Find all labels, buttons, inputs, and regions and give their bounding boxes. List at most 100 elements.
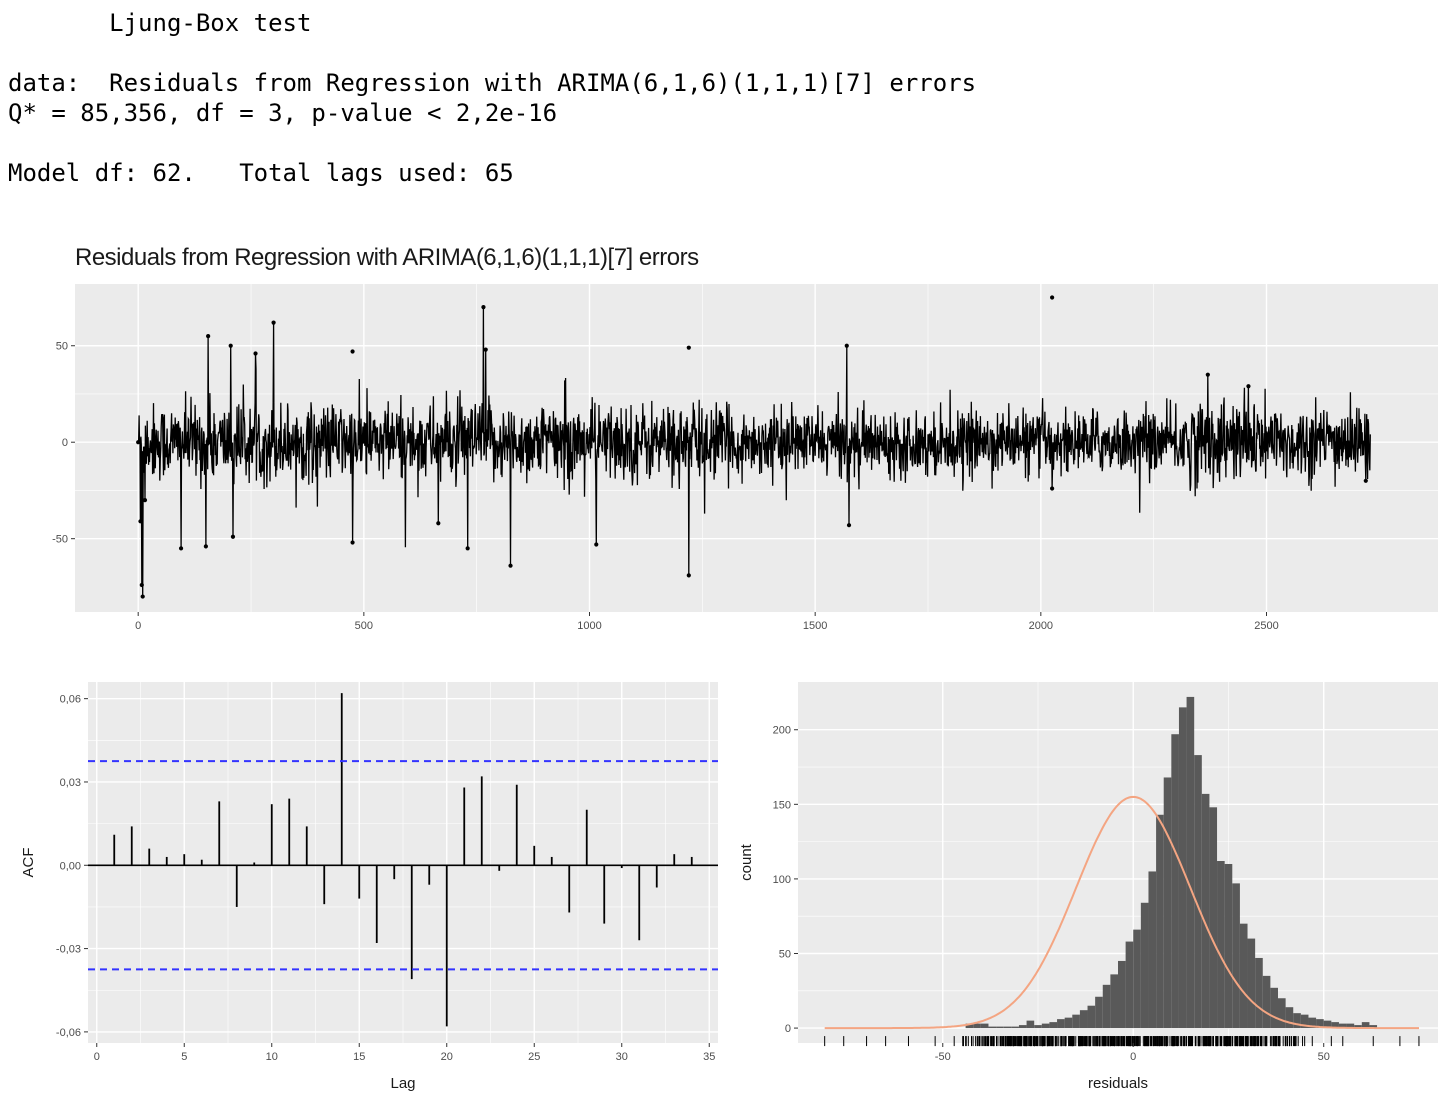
histogram-bar (1087, 1005, 1096, 1029)
x-tick-label: 10 (266, 1051, 278, 1063)
histogram-bar (1255, 957, 1263, 1029)
histogram-bar (1209, 807, 1218, 1029)
residual-point (1363, 478, 1368, 483)
residual-point (136, 440, 141, 445)
x-tick-label: 2500 (1254, 620, 1278, 632)
histogram-bar (1133, 929, 1141, 1029)
x-tick-label: 15 (353, 1051, 365, 1063)
histogram-bar (1270, 987, 1278, 1029)
residuals-plot-title: Residuals from Regression with ARIMA(6,1… (75, 244, 699, 271)
residual-point (228, 343, 233, 348)
histogram-bar (1057, 1019, 1065, 1029)
residuals-series-line (137, 307, 1371, 597)
y-tick-label: 0,06 (60, 694, 81, 706)
histogram-bar (1140, 902, 1149, 1029)
histogram-bar (1110, 974, 1118, 1029)
histogram-bar (1049, 1022, 1058, 1029)
x-tick-label: 0 (135, 620, 141, 632)
histogram-bar (1186, 696, 1195, 1029)
histogram-bar (1072, 1014, 1080, 1029)
residual-point (140, 594, 145, 599)
residual-point (203, 544, 208, 549)
histogram-bar (1232, 883, 1240, 1029)
residual-point (1205, 372, 1210, 377)
residual-point (686, 345, 691, 350)
histogram-bar (973, 1023, 981, 1029)
y-tick-label: 0,03 (60, 777, 81, 789)
histogram-x-axis-title: residuals (1088, 1075, 1148, 1092)
residual-point (686, 573, 691, 578)
y-tick-label: 50 (779, 948, 791, 960)
histogram-bar (1026, 1020, 1035, 1029)
residual-point (253, 351, 258, 356)
histogram-bar (988, 1026, 997, 1029)
y-tick-label: 150 (773, 799, 791, 811)
histogram-bar (1156, 814, 1164, 1029)
residual-point (1246, 384, 1251, 389)
residual-point (271, 320, 276, 325)
residual-point (206, 333, 211, 339)
residual-point (594, 542, 599, 547)
y-tick-label: -0,06 (56, 1027, 81, 1039)
residual-point (436, 521, 441, 526)
histogram-bar (1102, 984, 1111, 1029)
residual-point (483, 347, 488, 352)
histogram-bar (1239, 923, 1248, 1029)
histogram-bar (1148, 871, 1157, 1029)
histogram-bar (1316, 1019, 1324, 1029)
histogram-bar (1247, 938, 1256, 1029)
histogram-bar (1125, 941, 1134, 1029)
histogram-bar (965, 1023, 974, 1029)
y-tick-label: 100 (773, 874, 791, 886)
histogram-bar (1224, 863, 1233, 1029)
histogram-bar (980, 1023, 989, 1029)
histogram-bar (1278, 998, 1286, 1029)
console-line: data: Residuals from Regression with ARI… (8, 69, 977, 97)
x-tick-label: 500 (355, 620, 373, 632)
histogram-bar (1118, 960, 1126, 1029)
residual-point (139, 582, 144, 588)
residual-point (350, 540, 355, 545)
x-tick-label: -50 (935, 1051, 951, 1063)
normal-density-curve (824, 795, 1419, 1030)
residual-point (465, 546, 470, 551)
x-tick-label: 2000 (1029, 620, 1053, 632)
histogram-bar (996, 1026, 1004, 1029)
console-line: Q* = 85,356, df = 3, p-value < 2,2e-16 (8, 99, 558, 127)
histogram-bar (1262, 975, 1271, 1029)
y-tick-label: 50 (56, 341, 68, 353)
y-tick-label: 0 (62, 437, 68, 449)
histogram-y-axis-title: count (738, 843, 755, 881)
histogram-bar (1354, 1025, 1362, 1029)
histogram-bar (1079, 1010, 1088, 1029)
y-tick-label: -50 (52, 534, 68, 546)
residual-point (230, 534, 236, 539)
histogram-bar (1095, 996, 1103, 1029)
histogram-bar (1034, 1025, 1042, 1029)
residual-point (142, 497, 148, 503)
residual-point (1050, 295, 1055, 300)
acf-y-axis-title: ACF (20, 848, 37, 878)
x-tick-label: 1000 (577, 620, 601, 632)
histogram-bar (1194, 755, 1202, 1029)
histogram-bar (1369, 1025, 1378, 1029)
histogram-bar (1346, 1023, 1355, 1029)
residual-point (481, 305, 486, 310)
x-tick-label: 5 (181, 1051, 187, 1063)
histogram-bar (1171, 734, 1179, 1029)
histogram-bar (1003, 1026, 1012, 1029)
histogram-bar (1064, 1017, 1073, 1029)
console-line: Ljung-Box test (8, 9, 312, 37)
y-tick-label: 0,00 (60, 860, 81, 872)
histogram-bar (1293, 1013, 1301, 1029)
x-tick-label: 25 (528, 1051, 540, 1063)
x-tick-label: 30 (616, 1051, 628, 1063)
histogram-bar (1338, 1023, 1347, 1029)
residual-point (844, 343, 849, 348)
x-tick-label: 0 (94, 1051, 100, 1063)
acf-x-axis-title: Lag (390, 1075, 415, 1092)
histogram-bar (1361, 1022, 1370, 1029)
histogram-bar (1011, 1026, 1019, 1029)
y-tick-label: 0 (785, 1023, 791, 1035)
